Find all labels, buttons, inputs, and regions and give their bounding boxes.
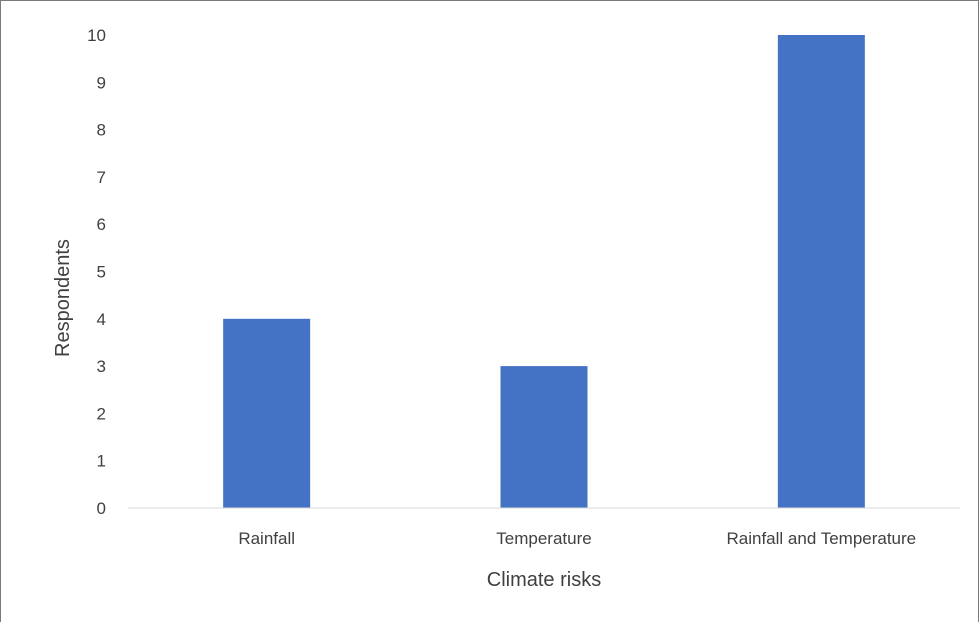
y-tick-label: 7 [97,168,106,187]
x-category-label: Rainfall [238,529,295,548]
y-tick-label: 4 [97,310,106,329]
y-tick-label: 0 [97,499,106,518]
bars [223,35,865,508]
y-tick-label: 6 [97,215,106,234]
x-axis-title: Climate risks [487,569,601,591]
bar [223,318,311,508]
x-category-label: Rainfall and Temperature [727,529,917,548]
y-tick-label: 9 [97,73,106,92]
y-tick-label: 1 [97,452,106,471]
y-tick-label: 5 [97,263,106,282]
y-tick-label: 3 [97,357,106,376]
y-axis-ticks: 0 1 2 3 4 5 6 7 8 9 10 [87,26,106,518]
y-tick-label: 8 [97,121,106,140]
y-axis-title: Respondents [52,239,74,357]
bar [500,366,588,508]
y-tick-label: 10 [87,26,106,45]
bar [777,35,865,508]
x-category-label: Temperature [496,529,591,548]
x-axis-categories: Rainfall Temperature Rainfall and Temperat… [238,529,916,548]
y-tick-label: 2 [97,404,106,423]
